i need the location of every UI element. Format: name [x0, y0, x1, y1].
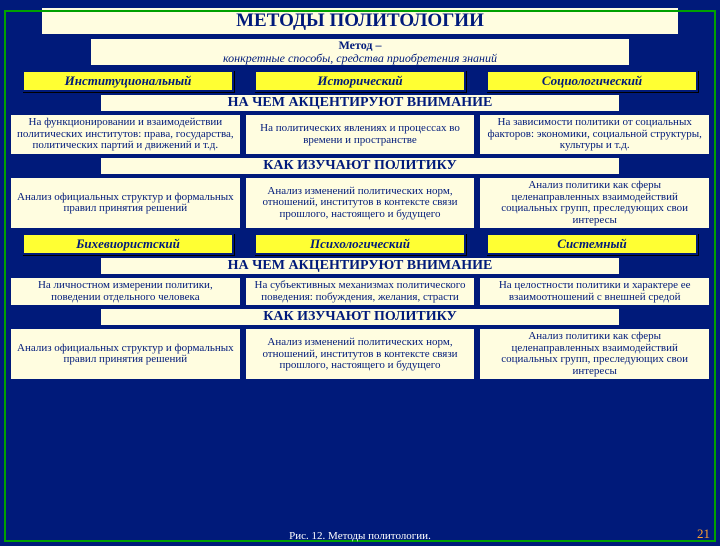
figure-caption: Рис. 12. Методы политологии.: [0, 530, 720, 542]
slide-frame: [4, 10, 716, 542]
